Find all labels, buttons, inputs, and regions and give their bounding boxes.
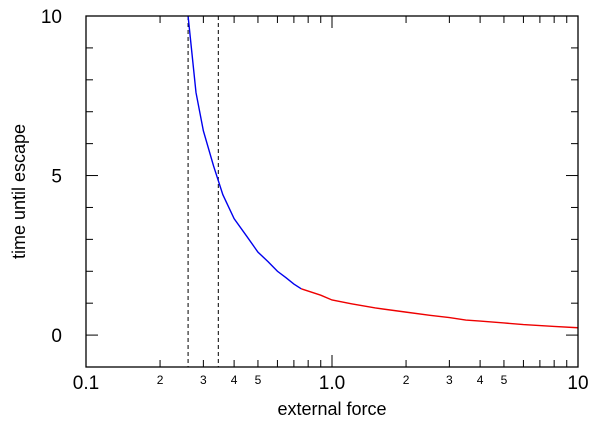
plot-frame — [85, 15, 579, 368]
x-minor-tick-label: 3 — [200, 373, 207, 387]
x-minor-tick-label: 5 — [501, 373, 508, 387]
x-minor-tick-label: 4 — [231, 373, 238, 387]
x-tick-label: 0.1 — [73, 373, 99, 394]
y-tick-label: 0 — [51, 326, 62, 347]
x-axis-label: external force — [277, 399, 386, 419]
y-tick-label: 10 — [41, 7, 62, 28]
x-minor-tick-label: 5 — [255, 373, 262, 387]
y-axis-label: time until escape — [9, 124, 29, 259]
series-line-1 — [187, 15, 302, 290]
x-minor-tick-label: 3 — [446, 373, 453, 387]
x-minor-tick-label: 4 — [477, 373, 484, 387]
x-minor-tick-label: 2 — [403, 373, 410, 387]
x-tick-label: 1.0 — [319, 373, 345, 394]
y-tick-label: 5 — [51, 167, 62, 188]
series-layer — [187, 15, 579, 329]
tick-labels: 0.1 1.0 10 2 3 4 5 2 3 4 5 0 5 10 — [41, 7, 589, 394]
series-line-2 — [301, 288, 579, 329]
axis-ticks — [85, 15, 578, 368]
x-tick-label: 10 — [567, 373, 588, 394]
x-minor-tick-label: 2 — [157, 373, 164, 387]
reference-lines — [187, 16, 219, 367]
